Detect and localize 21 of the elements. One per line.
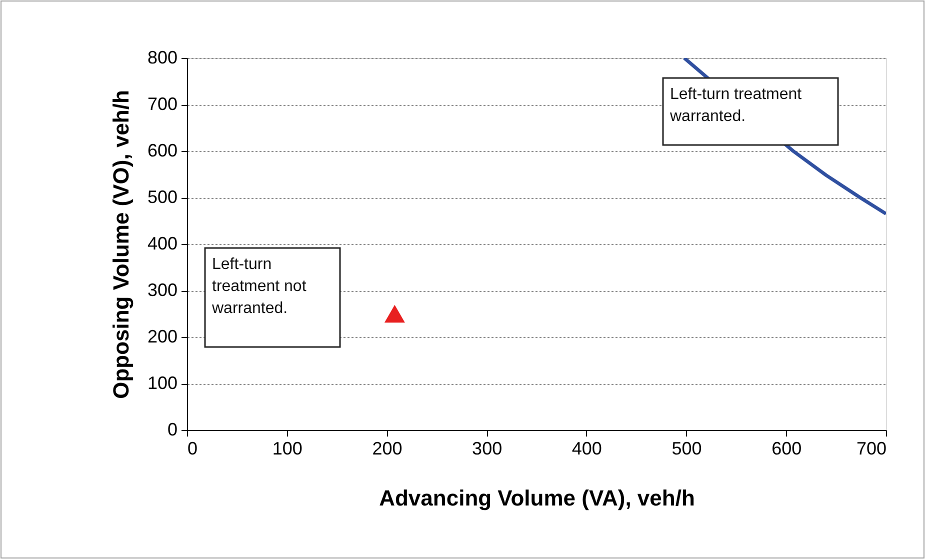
y-tick-label: 500 [147,187,178,207]
y-axis-title: Opposing Volume (VO), veh/h [108,90,134,399]
y-tick-label: 800 [147,48,178,68]
y-tick-label: 700 [147,94,178,114]
x-axis-title: Advancing Volume (VA), veh/h [379,486,695,510]
y-tick-label: 300 [147,280,178,300]
y-tick-label: 200 [147,326,178,346]
x-tick-label: 200 [372,438,402,458]
y-tick-label: 600 [147,140,178,160]
x-tick-label: 700 [856,438,886,458]
x-tick-label: 100 [272,438,302,458]
annotation: Left-turn treatment not warranted. [211,256,307,317]
x-tick-label: 300 [472,438,502,458]
x-tick-label: 600 [772,438,802,458]
y-tick-label: 0 [167,420,178,440]
y-tick-label: 400 [147,234,178,254]
annotation: Left-turn treatment warranted. [669,86,802,125]
y-tick-label: 100 [147,373,178,393]
x-tick-label: 0 [188,438,198,458]
x-tick-label: 500 [672,438,702,458]
x-tick-label: 400 [572,438,602,458]
